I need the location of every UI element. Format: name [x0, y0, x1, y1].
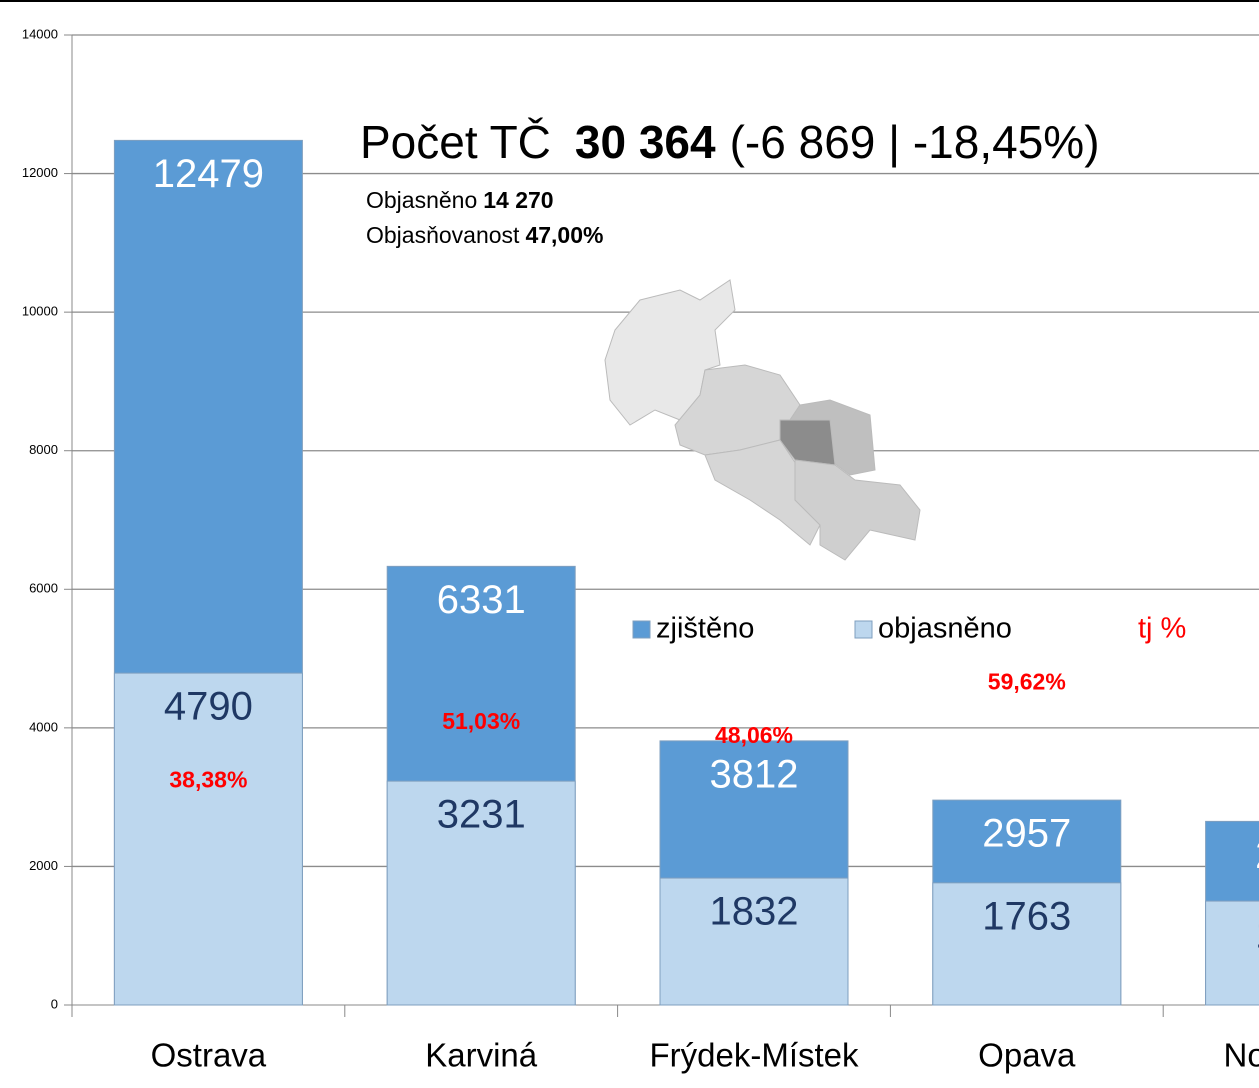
legend-label: objasněno	[878, 613, 1012, 645]
pct-label: 59,62%	[988, 669, 1066, 695]
y-tick-label: 14000	[22, 26, 58, 41]
legend-swatch	[854, 620, 873, 639]
x-tick-label: Nový Jičín	[1223, 1037, 1259, 1074]
x-tick-label: Ostrava	[151, 1037, 267, 1074]
bar	[659, 877, 849, 1006]
y-tick-label: 4000	[29, 719, 58, 734]
pct-label: 38,38%	[169, 767, 247, 793]
value-label: 1832	[710, 890, 799, 934]
value-label: 2957	[982, 812, 1071, 856]
value-label: 12479	[153, 152, 264, 196]
title-prefix: Počet TČ	[360, 116, 551, 168]
annotation-value: 47,00%	[525, 222, 603, 248]
legend: zjištěno objasněno tj %	[632, 613, 1186, 645]
value-label: 2650	[1255, 833, 1259, 877]
bars	[113, 139, 1259, 1006]
value-label: 3812	[710, 752, 799, 796]
y-tick-label: 6000	[29, 581, 58, 596]
x-tick-label: Opava	[978, 1037, 1076, 1074]
pct-label: 48,06%	[715, 722, 793, 748]
value-label: 6331	[437, 578, 526, 622]
x-tick-label: Frýdek-Místek	[649, 1037, 859, 1074]
region-map	[604, 279, 921, 561]
annotation: Objasněno 14 270	[366, 187, 554, 213]
title-value: 30 364	[575, 116, 716, 168]
value-label: 3231	[437, 793, 526, 837]
y-tick-label: 8000	[29, 442, 58, 457]
value-label: 1763	[982, 894, 1071, 938]
value-label: 1500	[1255, 913, 1259, 957]
bar	[113, 672, 303, 1006]
y-tick-label: 10000	[22, 304, 58, 319]
bar	[386, 780, 576, 1006]
x-tick-label: Karviná	[425, 1037, 538, 1074]
pct-label: 51,03%	[442, 708, 520, 734]
bar	[1205, 900, 1259, 1006]
chart-title: Počet TČ 30 364 (-6 869 | -18,45%)	[360, 116, 1100, 168]
y-tick-label: 12000	[22, 165, 58, 180]
title-change: (-6 869 | -18,45%)	[730, 116, 1100, 168]
bar	[932, 882, 1122, 1006]
legend-label: tj %	[1138, 613, 1186, 645]
annotation-label: Objasňovanost	[366, 222, 520, 248]
annotation: Objasňovanost 47,00%	[366, 222, 603, 248]
legend-swatch	[632, 620, 651, 639]
legend-label: zjištěno	[656, 613, 754, 645]
annotation-value: 14 270	[483, 187, 553, 213]
labels: Ostrava Karviná Frýdek-Místek Opava Nový Jič…	[151, 152, 1259, 1074]
value-label: 4790	[164, 685, 253, 729]
y-tick-label: 0	[51, 996, 58, 1011]
y-tick-label: 2000	[29, 858, 58, 873]
annotation-label: Objasněno	[366, 187, 477, 213]
